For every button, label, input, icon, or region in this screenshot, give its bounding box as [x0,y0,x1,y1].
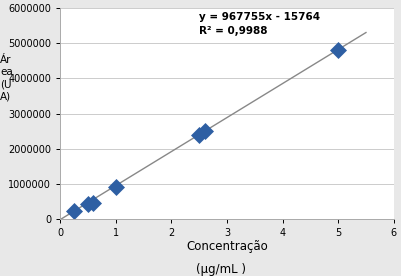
X-axis label: Concentração: Concentração [186,240,268,253]
Point [201,129,208,133]
Point [113,185,119,190]
Point [196,132,203,137]
Point [90,201,97,205]
Point [85,202,91,206]
Point [335,48,341,52]
Text: (µg/mL ): (µg/mL ) [196,263,245,276]
Text: Ár
ea
(U
A): Ár ea (U A) [0,55,13,102]
Text: y = 967755x - 15764
R² = 0,9988: y = 967755x - 15764 R² = 0,9988 [199,12,320,36]
Point [71,209,77,213]
